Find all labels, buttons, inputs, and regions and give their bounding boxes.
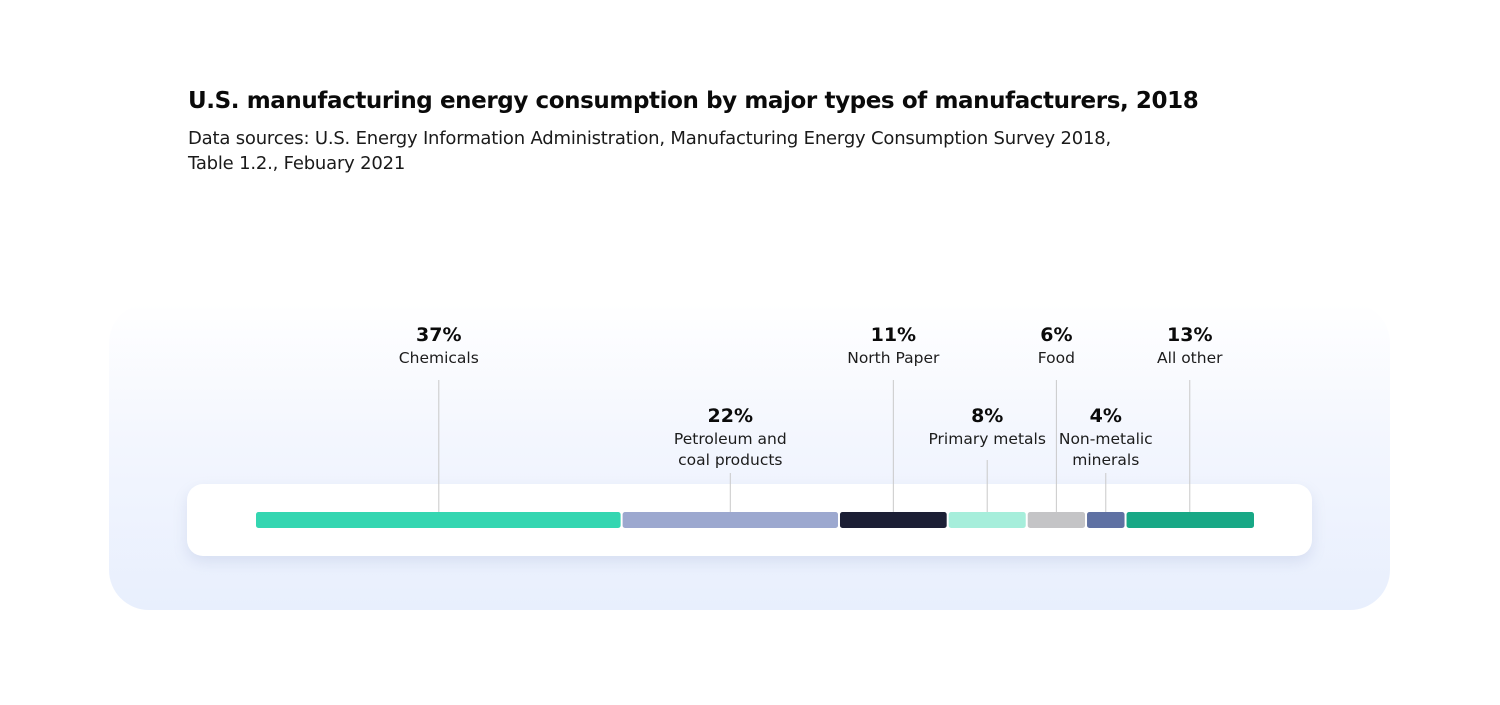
chart-panel: [109, 303, 1390, 610]
category-label-petroleum-and-coal-products: Petroleum and coal products: [674, 430, 787, 469]
chart-subtitle: Data sources: U.S. Energy Information Ad…: [188, 126, 1148, 176]
value-label-north-paper: 11%: [871, 324, 916, 346]
bar-segment-food: [1027, 512, 1086, 528]
category-label-north-paper: North Paper: [847, 349, 940, 367]
category-label-all-other: All other: [1157, 349, 1223, 367]
category-label-primary-metals: Primary metals: [928, 430, 1045, 448]
bar-segment-petroleum-and-coal-products: [622, 512, 838, 528]
value-label-petroleum-and-coal-products: 22%: [708, 405, 753, 427]
value-label-non-metalic-minerals: 4%: [1090, 405, 1122, 427]
chart-title: U.S. manufacturing energy consumption by…: [188, 88, 1199, 114]
subtitle-line-1: Data sources: U.S. Energy Information Ad…: [188, 128, 1112, 149]
bar-segment-non-metalic-minerals: [1087, 512, 1125, 528]
category-label-food: Food: [1038, 349, 1075, 367]
value-label-chemicals: 37%: [416, 324, 461, 346]
subtitle-line-2: Table 1.2., Febuary 2021: [188, 153, 406, 174]
bar-segment-all-other: [1126, 512, 1254, 528]
bar-segment-north-paper: [839, 512, 947, 528]
category-label-chemicals: Chemicals: [399, 349, 479, 367]
value-label-food: 6%: [1040, 324, 1072, 346]
bar-segment-primary-metals: [948, 512, 1026, 528]
bar-segment-chemicals: [256, 512, 621, 528]
value-label-primary-metals: 8%: [971, 405, 1003, 427]
value-label-all-other: 13%: [1167, 324, 1212, 346]
category-label-non-metalic-minerals: Non-metalic minerals: [1059, 430, 1153, 469]
